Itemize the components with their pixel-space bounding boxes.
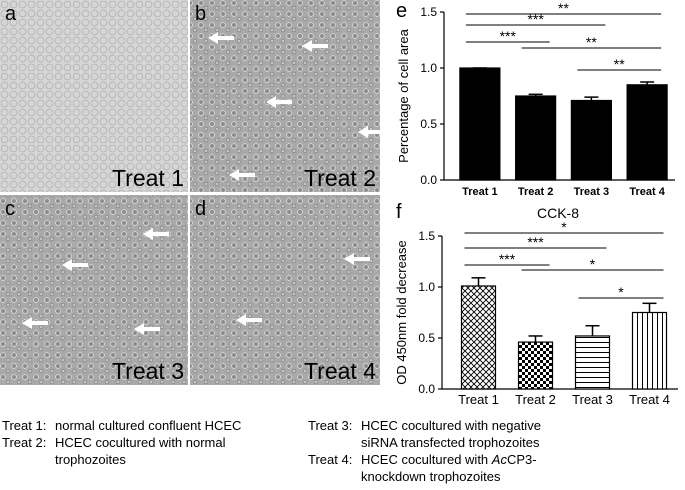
panel-label: Treat 4 xyxy=(304,358,376,384)
legend-text: siRNA transfected trophozoites xyxy=(361,435,540,450)
legend-segment: HCEC cocultured with normal xyxy=(55,435,226,450)
bar xyxy=(460,285,497,390)
y-tick-label: 0.5 xyxy=(420,117,437,131)
legend-key: Treat 3: xyxy=(308,418,352,433)
micrographs xyxy=(0,0,382,385)
y-tick-label: 1.0 xyxy=(418,280,435,294)
legend-segment: normal cultured confluent HCEC xyxy=(55,418,241,433)
micrograph xyxy=(190,195,380,385)
arrows xyxy=(22,32,382,335)
legend-segment: CP3- xyxy=(507,452,537,467)
legend-segment: siRNA transfected trophozoites xyxy=(361,435,540,450)
legend-text: HCEC cocultured with normal xyxy=(55,435,226,450)
legend-segment: HCEC cocultured with xyxy=(361,452,492,467)
panel-letter: b xyxy=(195,3,206,25)
x-tick-label: Treat 2 xyxy=(515,392,556,407)
panel-letter: c xyxy=(5,198,15,220)
legend-text: HCEC cocultured with negative xyxy=(361,418,541,433)
legend-text: knockdown trophozoites xyxy=(361,469,501,484)
y-tick-label: 0.0 xyxy=(418,382,435,396)
legend-text: HCEC cocultured with AcCP3- xyxy=(361,452,537,467)
x-tick-label: Treat 3 xyxy=(574,186,609,198)
significance-label: * xyxy=(618,284,624,300)
error-bar xyxy=(585,325,600,336)
significance-label: *** xyxy=(500,28,517,44)
significance-label: ** xyxy=(614,56,625,72)
significance-label: ** xyxy=(586,34,597,50)
panel-letter: f xyxy=(396,201,402,223)
panel-label: Treat 3 xyxy=(112,358,184,384)
y-tick-label: 1.5 xyxy=(420,5,437,19)
panel-letter: d xyxy=(195,198,206,220)
panel-letter: e xyxy=(396,0,407,22)
bar xyxy=(570,99,612,181)
y-tick-label: 1.0 xyxy=(420,61,437,75)
legend: Treat 1: normal cultured confluent HCEC Tr… xyxy=(2,418,541,484)
error-bar xyxy=(471,277,486,286)
x-tick-label: Treat 2 xyxy=(518,186,553,198)
panel-label: Treat 2 xyxy=(304,165,376,191)
y-tick-label: 0.5 xyxy=(418,331,435,345)
y-tick-label: 1.5 xyxy=(418,229,435,243)
legend-segment: HCEC cocultured with negative xyxy=(361,418,541,433)
bar xyxy=(626,84,668,181)
legend-key: Treat 4: xyxy=(308,452,352,467)
bar xyxy=(631,311,668,390)
error-bar xyxy=(584,96,599,101)
significance-label: *** xyxy=(499,251,516,267)
x-tick-label: Treat 3 xyxy=(572,392,613,407)
bar xyxy=(459,67,501,181)
panel-letter: a xyxy=(5,3,17,25)
legend-segment: Ac xyxy=(491,452,508,467)
significance-label: *** xyxy=(527,234,544,250)
error-bar xyxy=(640,81,655,85)
micrograph xyxy=(0,0,188,192)
significance-label: * xyxy=(561,219,567,235)
y-axis-label: Percentage of cell area xyxy=(396,28,411,162)
bar xyxy=(574,335,611,390)
legend-key: Treat 2: xyxy=(2,435,46,450)
error-bar xyxy=(528,335,543,343)
significance-label: * xyxy=(590,256,596,272)
significance-label: ** xyxy=(558,0,569,16)
legend-text: normal cultured confluent HCEC xyxy=(55,418,241,433)
x-tick-label: Treat 1 xyxy=(462,186,497,198)
bar xyxy=(517,341,554,390)
x-tick-label: Treat 4 xyxy=(629,186,665,198)
y-tick-label: 0.0 xyxy=(420,173,437,187)
y-axis-label: OD 450nm fold decrease xyxy=(394,240,409,385)
error-bar xyxy=(528,93,543,96)
legend-segment: knockdown trophozoites xyxy=(361,469,501,484)
charts: e Percentage of cell area 0.0 0.5 1.0 1.5 Trea… xyxy=(394,0,678,407)
legend-segment: trophozoites xyxy=(55,452,126,467)
bar xyxy=(515,95,557,181)
x-tick-label: Treat 4 xyxy=(629,392,670,407)
micrograph xyxy=(0,195,188,385)
error-bar xyxy=(642,302,657,313)
x-tick-label: Treat 1 xyxy=(458,392,499,407)
panel-label: Treat 1 xyxy=(112,165,184,191)
legend-key: Treat 1: xyxy=(2,418,46,433)
significance-label: *** xyxy=(527,11,544,27)
legend-text: trophozoites xyxy=(55,452,126,467)
chart-title: CCK-8 xyxy=(537,205,579,221)
micrograph xyxy=(190,0,380,192)
